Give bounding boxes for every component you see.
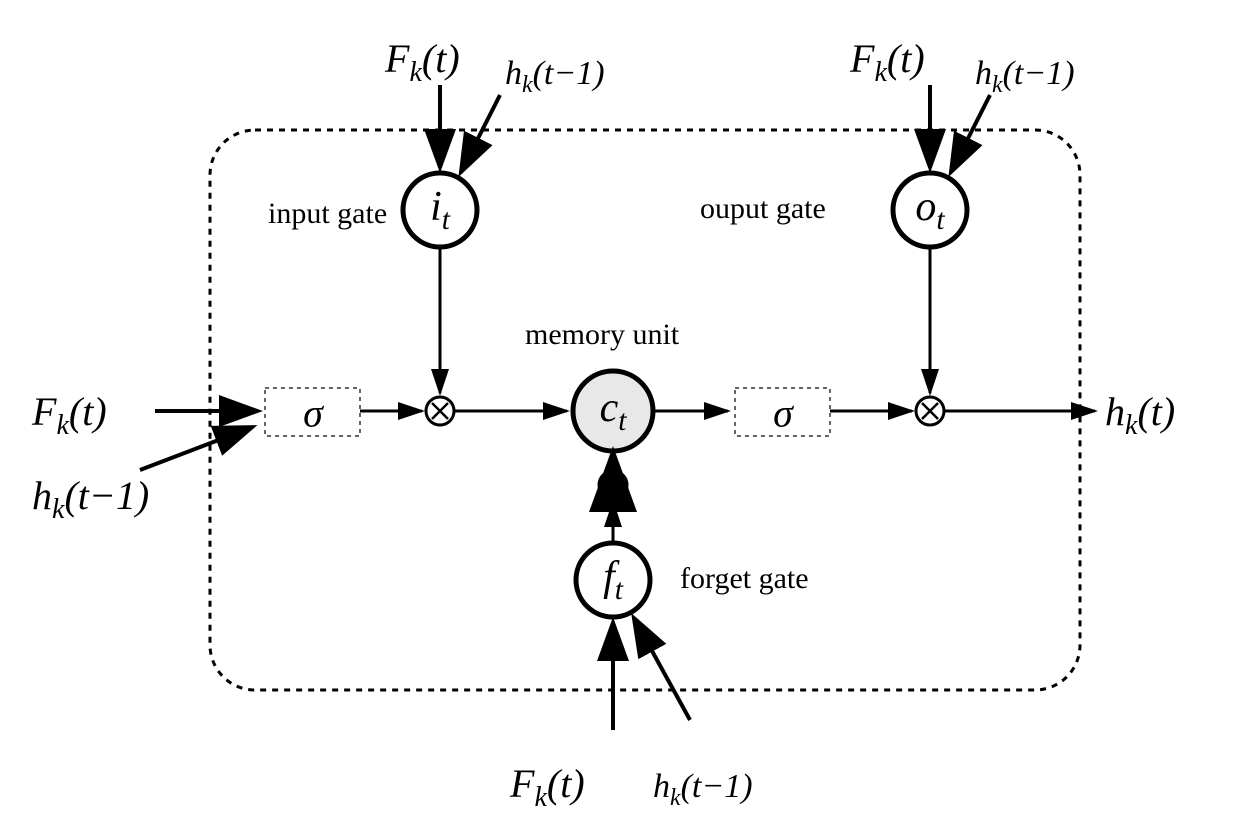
arrow-left-h: [140, 428, 250, 470]
sigma-right-label: σ: [773, 390, 793, 437]
ot-label: ot: [915, 183, 944, 237]
mult-node-3: [599, 471, 627, 499]
label-top-right-h: hk(t−1): [975, 55, 1075, 99]
sigma-left-label: σ: [303, 390, 323, 437]
label-left-h: hk(t−1): [32, 472, 149, 526]
label-top-left-h: hk(t−1): [505, 55, 605, 99]
label-bottom-h: hk(t−1): [653, 768, 753, 812]
label-bottom-F: Fk(t): [510, 760, 585, 814]
label-output-gate: ouput gate: [700, 192, 826, 226]
label-top-right-F: Fk(t): [850, 35, 925, 89]
mult-node-1: [426, 397, 454, 425]
ct-label: ct: [600, 384, 627, 438]
arrow-top-right-h: [952, 95, 990, 170]
arrow-top-left-h: [462, 95, 500, 170]
label-top-left-F: Fk(t): [385, 35, 460, 89]
label-right-h: hk(t): [1105, 388, 1175, 442]
ft-label: ft: [603, 553, 623, 607]
lstm-cell-diagram: Fk(t) hk(t−1) Fk(t) hk(t−1) Fk(t) hk(t−1…: [0, 0, 1240, 823]
label-input-gate: input gate: [268, 197, 387, 231]
arrow-bottom-h: [635, 620, 690, 720]
it-label: it: [430, 183, 450, 237]
label-left-F: Fk(t): [32, 388, 107, 442]
mult-node-2: [916, 397, 944, 425]
label-memory-unit: memory unit: [525, 318, 679, 352]
label-forget-gate: forget gate: [680, 562, 809, 596]
